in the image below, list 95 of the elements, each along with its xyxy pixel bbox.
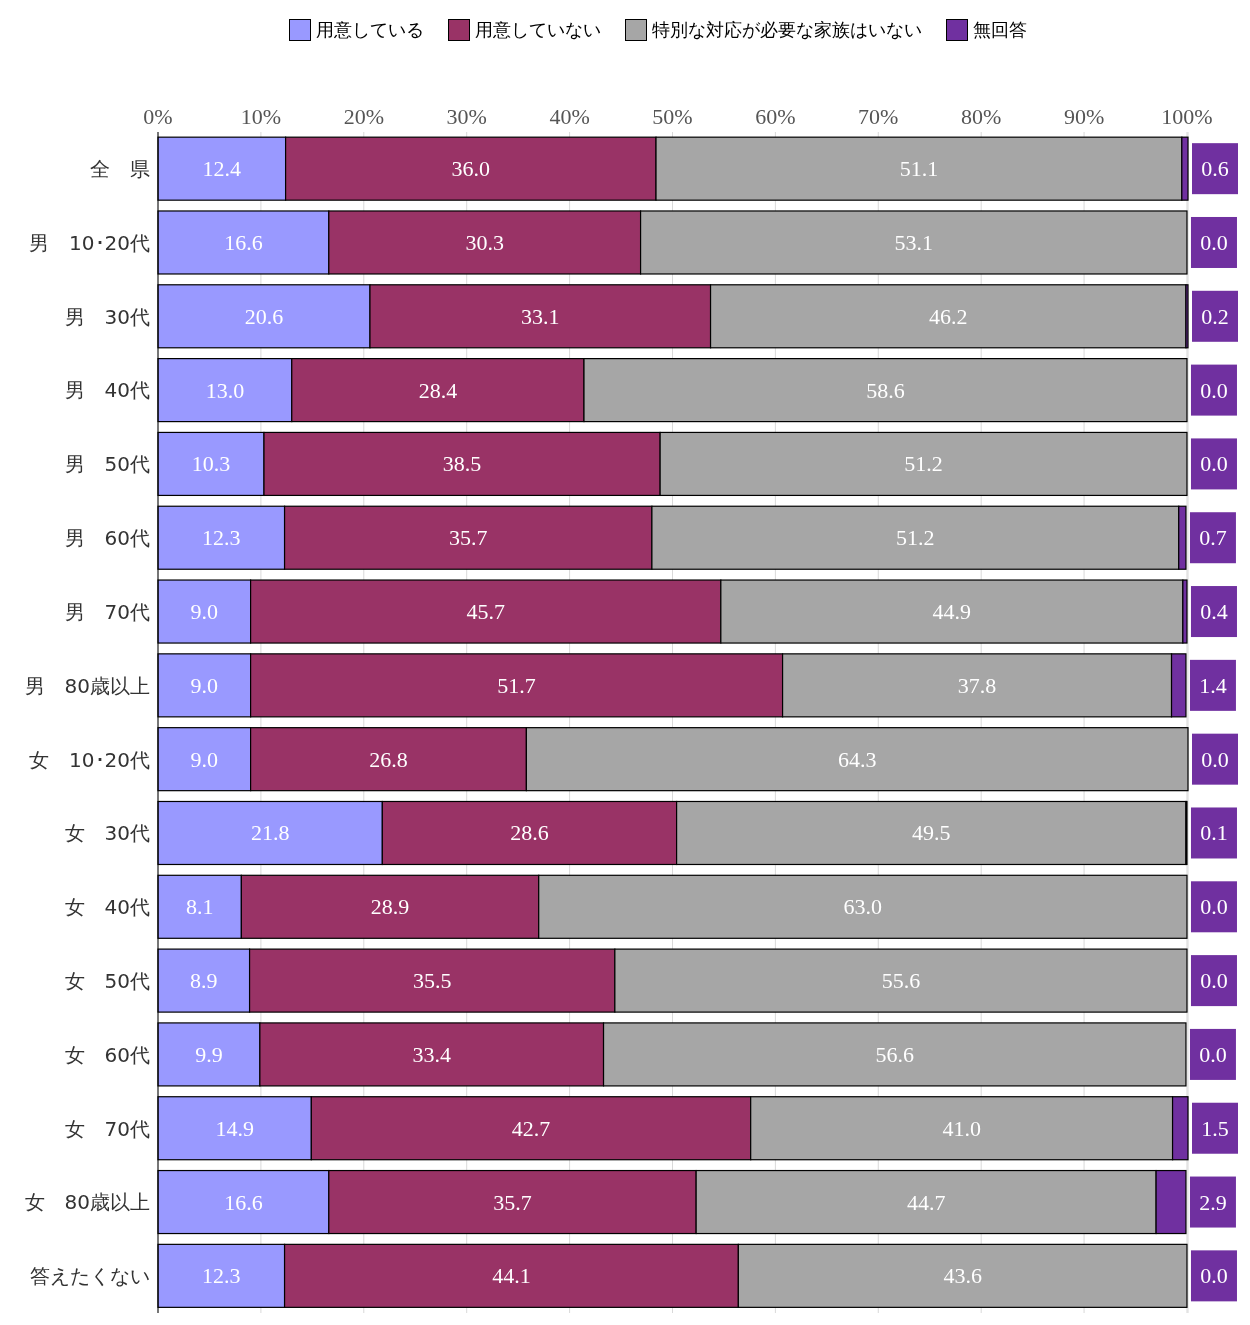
data-label: 37.8 (957, 672, 997, 698)
data-label: 0.0 (1200, 229, 1228, 255)
data-label: 9.9 (195, 1041, 223, 1067)
data-label: 0.7 (1199, 525, 1227, 551)
y-tick-label: 女 30代 (64, 821, 150, 846)
y-tick-label: 男 60代 (64, 526, 150, 551)
data-label: 33.1 (521, 303, 560, 329)
data-label: 53.1 (894, 229, 934, 255)
data-label: 0.2 (1201, 303, 1229, 329)
x-tick-label: 100% (1161, 104, 1213, 129)
y-tick-label: 男 70代 (64, 599, 150, 624)
x-tick-label: 90% (1063, 104, 1105, 129)
data-label: 1.4 (1199, 672, 1227, 698)
data-label: 56.6 (875, 1041, 914, 1067)
y-tick-label: 男 30代 (64, 304, 150, 329)
y-tick-label: 女 50代 (64, 968, 150, 993)
data-label: 43.6 (943, 1263, 982, 1289)
data-label: 44.9 (932, 599, 972, 625)
data-label: 0.4 (1200, 599, 1228, 625)
data-label: 14.9 (215, 1115, 254, 1141)
data-label: 51.7 (497, 672, 536, 698)
data-label: 49.5 (912, 820, 951, 846)
legend-label: 用意していない (475, 18, 601, 42)
data-label: 0.6 (1201, 156, 1229, 182)
x-tick-label: 0% (143, 104, 173, 129)
data-label: 8.1 (185, 894, 214, 920)
data-label: 12.3 (202, 1263, 241, 1289)
data-label: 0.0 (1201, 746, 1229, 772)
data-label: 0.0 (1200, 894, 1228, 920)
data-label: 21.8 (250, 820, 290, 846)
legend-label: 無回答 (973, 18, 1027, 42)
data-label: 0.0 (1199, 1041, 1227, 1067)
data-label: 2.9 (1199, 1189, 1227, 1215)
legend-label: 用意している (316, 18, 424, 42)
data-label: 26.8 (369, 746, 408, 772)
y-tick-label: 男 40代 (64, 378, 150, 403)
data-label: 44.1 (492, 1263, 531, 1289)
data-label: 33.4 (412, 1041, 451, 1067)
data-label: 0.1 (1200, 820, 1228, 846)
data-label: 12.3 (202, 525, 241, 551)
x-tick-label: 60% (755, 104, 796, 129)
x-tick-label: 40% (549, 104, 590, 129)
data-label: 0.0 (1200, 968, 1228, 994)
y-tick-label: 女 40代 (64, 895, 150, 920)
data-label: 38.5 (442, 451, 482, 477)
x-tick-label: 20% (343, 104, 384, 129)
data-label: 28.9 (370, 894, 410, 920)
y-tick-label: 男 80歳以上 (24, 673, 150, 698)
data-label: 1.5 (1201, 1115, 1229, 1141)
y-tick-label: 答えたくない (30, 1264, 150, 1289)
y-tick-label: 女 10･20代 (29, 747, 150, 772)
data-label: 45.7 (466, 599, 505, 625)
data-label: 36.0 (451, 156, 491, 182)
data-label: 55.6 (881, 968, 921, 994)
data-label: 41.0 (942, 1115, 981, 1141)
y-tick-label: 全 県 (90, 157, 150, 182)
data-label: 35.5 (412, 968, 452, 994)
y-tick-label: 女 60代 (64, 1042, 150, 1067)
y-tick-label: 女 70代 (64, 1116, 150, 1141)
data-label: 44.7 (906, 1189, 946, 1215)
y-tick-label: 女 80歳以上 (24, 1190, 150, 1215)
data-label: 9.0 (190, 599, 219, 625)
data-label: 28.4 (418, 377, 458, 403)
data-label: 64.3 (837, 746, 877, 772)
data-label: 51.1 (899, 156, 939, 182)
legend-label: 特別な対応が必要な家族はいない (652, 18, 922, 42)
data-label: 51.2 (896, 525, 935, 551)
y-tick-label: 男 10･20代 (29, 230, 150, 255)
data-label: 16.6 (224, 229, 263, 255)
x-tick-label: 10% (240, 104, 282, 129)
data-label: 30.3 (465, 229, 504, 255)
data-label: 58.6 (866, 377, 905, 403)
data-label: 0.0 (1200, 451, 1228, 477)
data-label: 63.0 (843, 894, 883, 920)
data-label: 28.6 (510, 820, 549, 846)
x-tick-label: 50% (652, 104, 693, 129)
x-tick-label: 70% (858, 104, 899, 129)
y-tick-label: 男 50代 (64, 452, 150, 477)
data-label: 9.0 (190, 746, 219, 772)
data-label: 16.6 (224, 1189, 263, 1215)
data-label: 12.4 (202, 156, 242, 182)
data-label: 0.0 (1200, 1263, 1228, 1289)
data-label: 9.0 (190, 672, 219, 698)
data-label: 0.0 (1200, 377, 1228, 403)
data-label: 35.7 (448, 525, 488, 551)
x-tick-label: 30% (446, 104, 487, 129)
data-label: 10.3 (191, 451, 231, 477)
data-label: 42.7 (511, 1115, 551, 1141)
data-label: 20.6 (244, 303, 284, 329)
data-label: 35.7 (493, 1189, 532, 1215)
data-label: 46.2 (929, 303, 968, 329)
data-label: 8.9 (190, 968, 218, 994)
x-tick-label: 80% (961, 104, 1002, 129)
data-label: 13.0 (205, 377, 245, 403)
data-label: 51.2 (904, 451, 943, 477)
